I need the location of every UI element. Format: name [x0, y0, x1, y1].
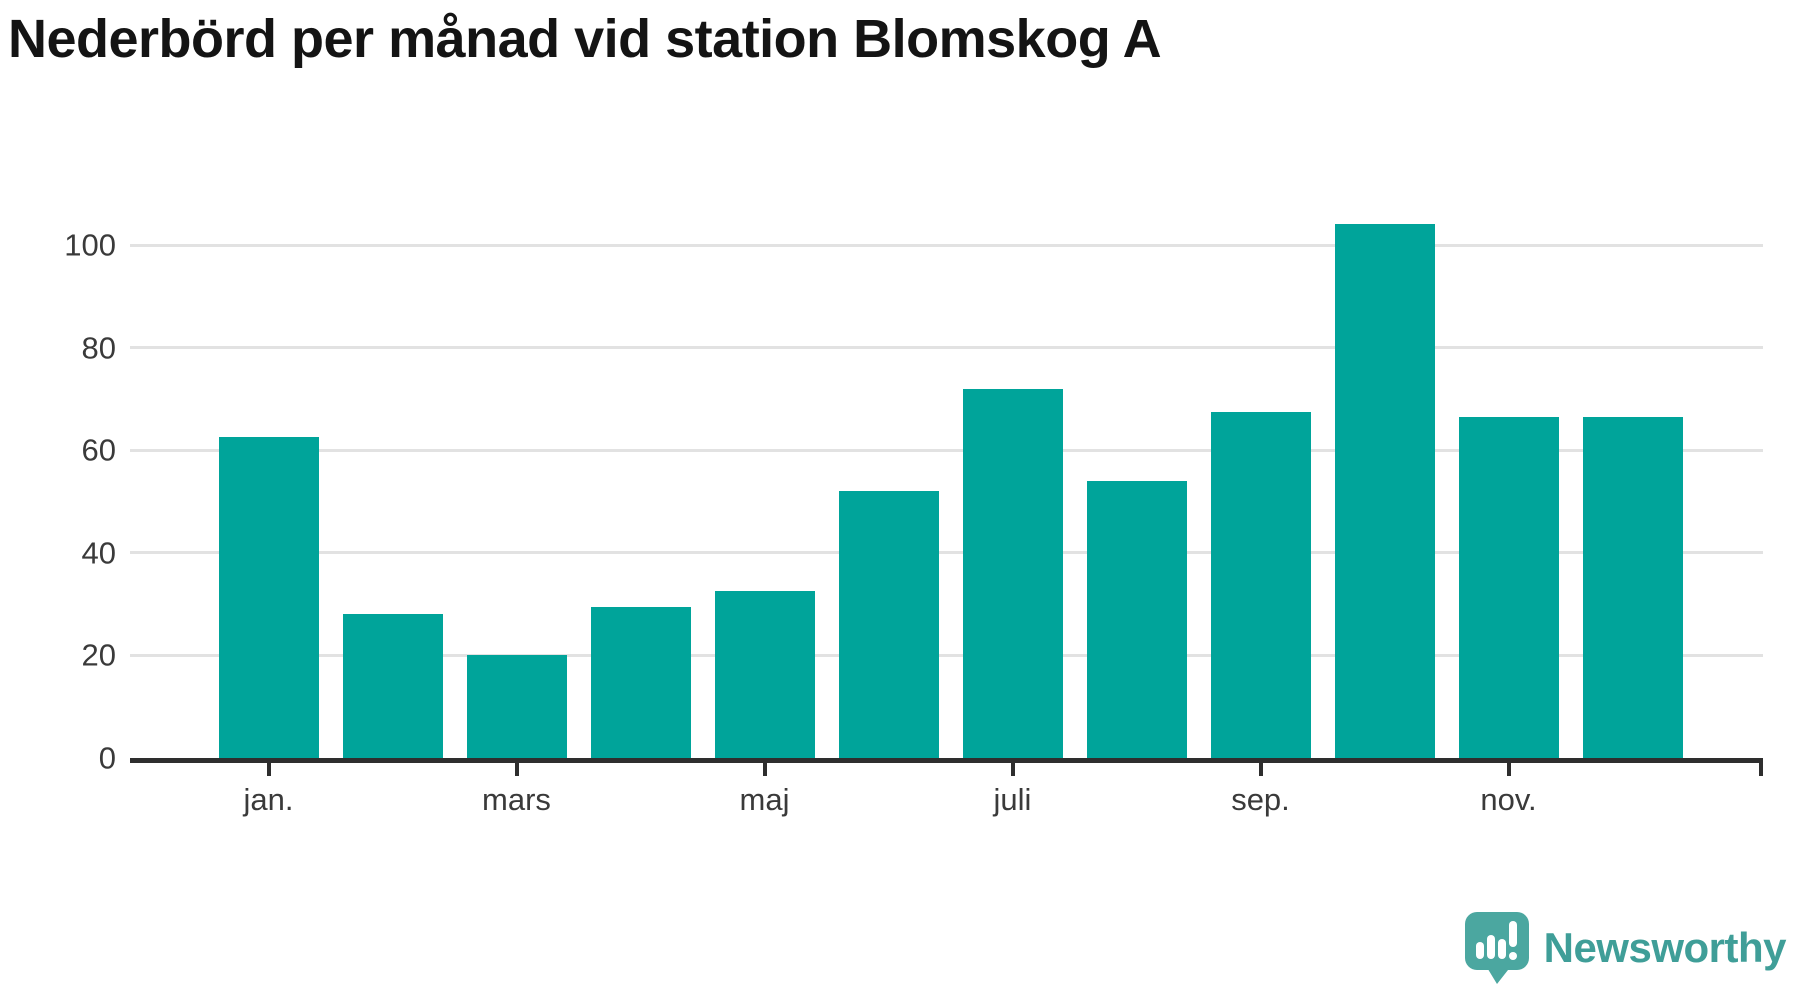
logo-exclamation-bar: [1508, 921, 1517, 947]
x-tick-sep: [1258, 762, 1263, 776]
bar-juni: [838, 491, 939, 758]
x-axis-line: [130, 758, 1763, 763]
bar-jan: [218, 437, 319, 758]
x-tick-label-sep: sep.: [1231, 782, 1290, 817]
newsworthy-logo[interactable]: Newsworthy: [1464, 912, 1787, 984]
gridline-100: [130, 243, 1763, 247]
bar-mars: [466, 655, 567, 758]
bar-feb: [342, 614, 443, 758]
logo-bar-3: [1497, 939, 1506, 959]
y-tick-label-40: 40: [81, 535, 116, 571]
y-tick-label-60: 60: [81, 432, 116, 468]
x-tick-juli: [1010, 762, 1015, 776]
x-tick-label-nov: nov.: [1480, 782, 1537, 817]
bar-nov: [1458, 416, 1559, 758]
chart-title: Nederbörd per månad vid station Blomskog…: [8, 9, 1162, 69]
y-tick-label-80: 80: [81, 330, 116, 366]
y-axis-labels: 0 20 40 60 80 100: [0, 195, 116, 774]
x-axis-end-tick: [1759, 762, 1763, 776]
newsworthy-logo-icon: [1464, 912, 1529, 984]
x-tick-label-juli: juli: [993, 782, 1032, 817]
logo-bar-1: [1475, 942, 1484, 959]
bar-dec: [1582, 416, 1683, 758]
logo-bar-2: [1486, 935, 1495, 959]
x-tick-maj: [762, 762, 767, 776]
y-tick-label-0: 0: [98, 740, 116, 776]
x-tick-nov: [1506, 762, 1511, 776]
gridline-60: [130, 448, 1763, 452]
newsworthy-logo-text[interactable]: Newsworthy: [1543, 924, 1787, 971]
bar-juli: [962, 388, 1063, 758]
plot-area: jan. mars maj juli sep. nov.: [130, 195, 1763, 817]
x-tick-label-mars: mars: [482, 782, 551, 817]
x-tick-mars: [514, 762, 519, 776]
speech-bubble-shape: [1464, 912, 1529, 984]
x-tick-jan: [266, 762, 271, 776]
x-tick-label-jan: jan.: [243, 782, 294, 817]
gridline-40: [130, 551, 1763, 555]
bar-maj: [714, 591, 815, 758]
gridline-20: [130, 653, 1763, 657]
bar-sep: [1210, 411, 1311, 758]
y-tick-label-20: 20: [81, 637, 116, 673]
bar-okt: [1334, 224, 1435, 758]
gridline-80: [130, 346, 1763, 350]
y-tick-label-100: 100: [64, 227, 116, 263]
x-tick-label-maj: maj: [739, 782, 790, 817]
bar-aug: [1086, 480, 1187, 758]
bar-apr: [590, 606, 691, 758]
logo-exclamation-dot: [1508, 952, 1517, 960]
